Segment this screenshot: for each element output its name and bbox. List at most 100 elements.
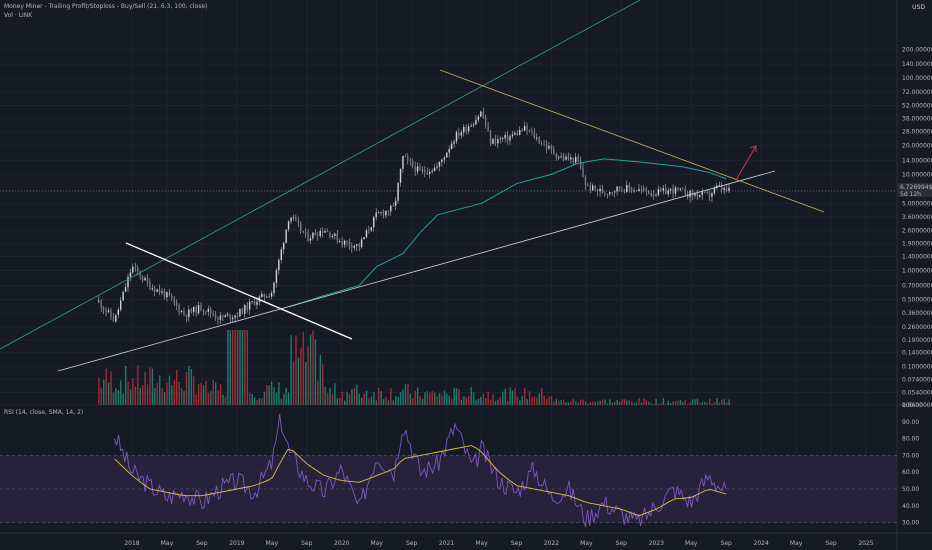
candle-body [180,310,183,312]
candle-body [689,190,691,198]
price-axis-label: 0.0540000 [902,389,932,396]
volume-bar [110,371,112,405]
candle-body [309,238,312,241]
volume-bar [677,400,679,405]
volume-bar [699,402,701,405]
candle-body [261,293,263,297]
volume-bar [623,399,626,405]
volume-bar [584,401,587,405]
volume-bar [412,398,414,405]
volume-bar [297,357,300,405]
candle-body [450,143,453,150]
x-tick-label: 2018 [124,540,139,547]
breakout-arrow [735,145,757,181]
x-tick-label: May [266,540,279,547]
volume-bar [358,393,360,405]
x-tick-label: Sep [825,540,837,547]
price-axis-label: 0.7000000 [902,282,932,289]
candle-body [326,231,329,232]
candle-body [669,188,672,191]
candle-body [229,314,231,319]
volume-bar [604,399,606,405]
x-tick-label: 2019 [229,540,244,547]
volume-bar [519,400,521,405]
upper-channel-line [0,0,641,350]
volume-bar [502,391,504,405]
candle-body [516,132,519,135]
candle-body [329,231,331,237]
volume-bar [684,400,687,405]
volume-bar [385,396,387,405]
candle-body [175,302,178,306]
volume-bar [497,399,499,405]
volume-bar [207,392,210,405]
price-axis-label: 200.0000000 [902,46,932,53]
candle-body [679,188,682,190]
volume-bar [373,391,375,405]
candle-body [557,157,560,159]
candle-body [334,233,336,236]
volume-bar [426,391,429,405]
candle-body [601,188,604,194]
candle-body [402,155,404,169]
candle-body [550,146,553,149]
candle-body [560,156,562,158]
volume-bar [553,401,555,405]
volume-bar [246,330,249,405]
candle-body [431,170,433,172]
candle-body [122,291,124,301]
volume-bar [643,398,645,405]
volume-bar [387,400,390,405]
candle-body [236,315,239,317]
volume-bar [533,396,536,405]
candle-body [351,245,353,248]
candle-body [307,232,309,241]
volume-bar [139,388,141,405]
volume-bar [331,394,334,405]
candle-body [426,172,428,174]
descending-trendline [439,69,825,213]
volume-bar [455,388,458,405]
volume-bar [351,389,353,405]
volume-bar [292,361,295,405]
volume-bar [565,402,567,405]
price-axis-label: 0.1900000 [902,337,932,344]
volume-bar [258,398,261,405]
candle-body [623,189,626,192]
candle-body [711,193,713,197]
candle-body [677,187,679,190]
volume-bar [236,330,239,405]
candle-body [443,157,446,160]
volume-bar [492,394,494,405]
candle-body [290,217,292,222]
candle-body [382,212,385,216]
candle-body [399,168,402,183]
price-axis-label: 5.0000000 [902,200,932,207]
candle-body [660,189,662,191]
volume-bar [453,388,455,405]
volume-bar [662,398,665,405]
volume-bar [356,384,358,405]
volume-bar [234,330,236,405]
candle-body [674,187,677,194]
volume-bar [251,394,253,405]
ma-line [289,158,727,308]
volume-bar [334,383,336,405]
candle-body [665,188,667,195]
candle-body [200,305,202,310]
volume-bar [718,402,721,405]
candle-body [375,212,377,218]
candle-body [465,126,467,132]
volume-bar [416,387,419,405]
volume-bar [419,396,421,405]
volume-bar [414,390,416,405]
candle-body [317,235,319,237]
candle-body [119,300,122,310]
volume-bar [728,399,730,405]
volume-bar [433,392,436,405]
candle-body [567,156,570,160]
candle-body [173,298,175,303]
volume-bar [633,403,635,405]
volume-bar [378,387,380,405]
